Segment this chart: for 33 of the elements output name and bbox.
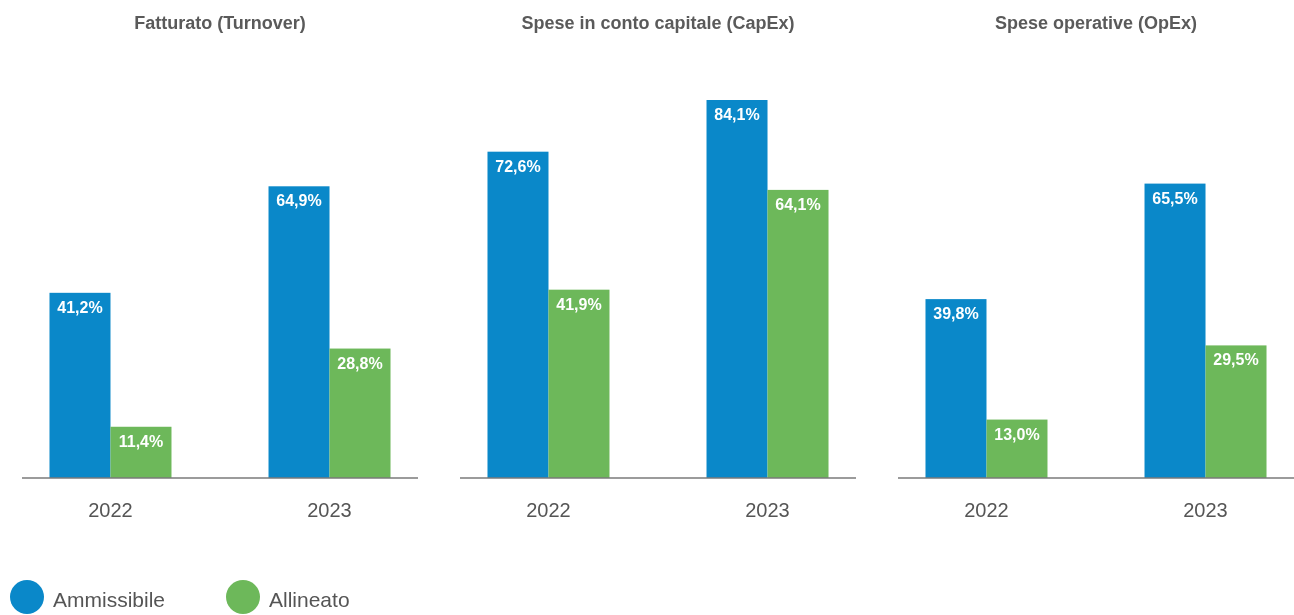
x-tick-label: 2023 — [307, 499, 352, 521]
x-tick-label: 2022 — [526, 499, 571, 521]
bar — [767, 189, 829, 478]
data-label: 39,8% — [933, 305, 979, 323]
x-tick-label: 2023 — [745, 499, 790, 521]
data-label: 72,6% — [495, 157, 541, 175]
data-label: 65,5% — [1152, 189, 1198, 207]
legend-label: Allineato — [269, 588, 350, 611]
chart-title: Spese in conto capitale (CapEx) — [521, 13, 795, 33]
bar — [925, 299, 987, 478]
chart-title: Spese operative (OpEx) — [994, 13, 1198, 33]
x-tick-label: 2022 — [964, 499, 1009, 521]
x-tick-label: 2022 — [88, 499, 133, 521]
bar — [49, 292, 111, 478]
bar — [1205, 345, 1267, 478]
data-label: 64,1% — [775, 195, 821, 213]
chart-title: Fatturato (Turnover) — [134, 13, 306, 33]
data-label: 64,9% — [276, 192, 322, 210]
data-label: 41,2% — [57, 298, 103, 316]
data-label: 84,1% — [714, 106, 760, 123]
data-label: 11,4% — [118, 432, 164, 450]
data-label: 13,0% — [994, 425, 1040, 443]
bar — [1144, 183, 1206, 478]
bar — [268, 186, 330, 478]
bar — [329, 348, 391, 478]
x-tick-label: 2023 — [1183, 499, 1228, 521]
bar — [548, 289, 610, 478]
bar — [487, 151, 549, 478]
bar — [706, 100, 768, 478]
legend-label: Ammissibile — [53, 588, 166, 611]
data-label: 28,8% — [337, 354, 383, 372]
data-label: 29,5% — [1213, 351, 1259, 369]
data-label: 41,9% — [556, 295, 602, 313]
